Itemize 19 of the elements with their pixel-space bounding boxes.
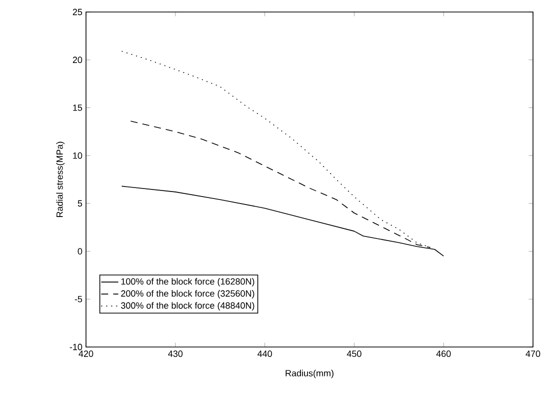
y-tick-label: 15 <box>73 104 82 111</box>
legend-label: 200% of the block force (32560N) <box>121 290 254 298</box>
x-tick-label: 440 <box>258 350 272 357</box>
x-tick-label: 460 <box>436 350 451 357</box>
y-tick-label: 10 <box>73 152 82 159</box>
x-tick-label: 430 <box>168 350 183 357</box>
y-tick-label: 20 <box>72 56 82 64</box>
x-tick-label: 420 <box>78 350 94 357</box>
x-axis-title: Radius(mm) <box>286 370 334 378</box>
legend-label: 300% of the block force (48840N) <box>121 302 254 310</box>
x-tick-label: 470 <box>526 350 540 357</box>
y-tick-label: -10 <box>70 344 82 350</box>
y-axis-title: Radial stress(MPa) <box>56 142 65 218</box>
y-tick-label: 5 <box>78 200 82 207</box>
y-tick-label: 0 <box>78 248 82 254</box>
y-tick-label: -5 <box>74 296 82 302</box>
x-tick-label: 450 <box>346 350 362 357</box>
y-tick-label: 25 <box>72 8 82 16</box>
legend-label: 100% of the block force (16280N) <box>121 278 254 286</box>
